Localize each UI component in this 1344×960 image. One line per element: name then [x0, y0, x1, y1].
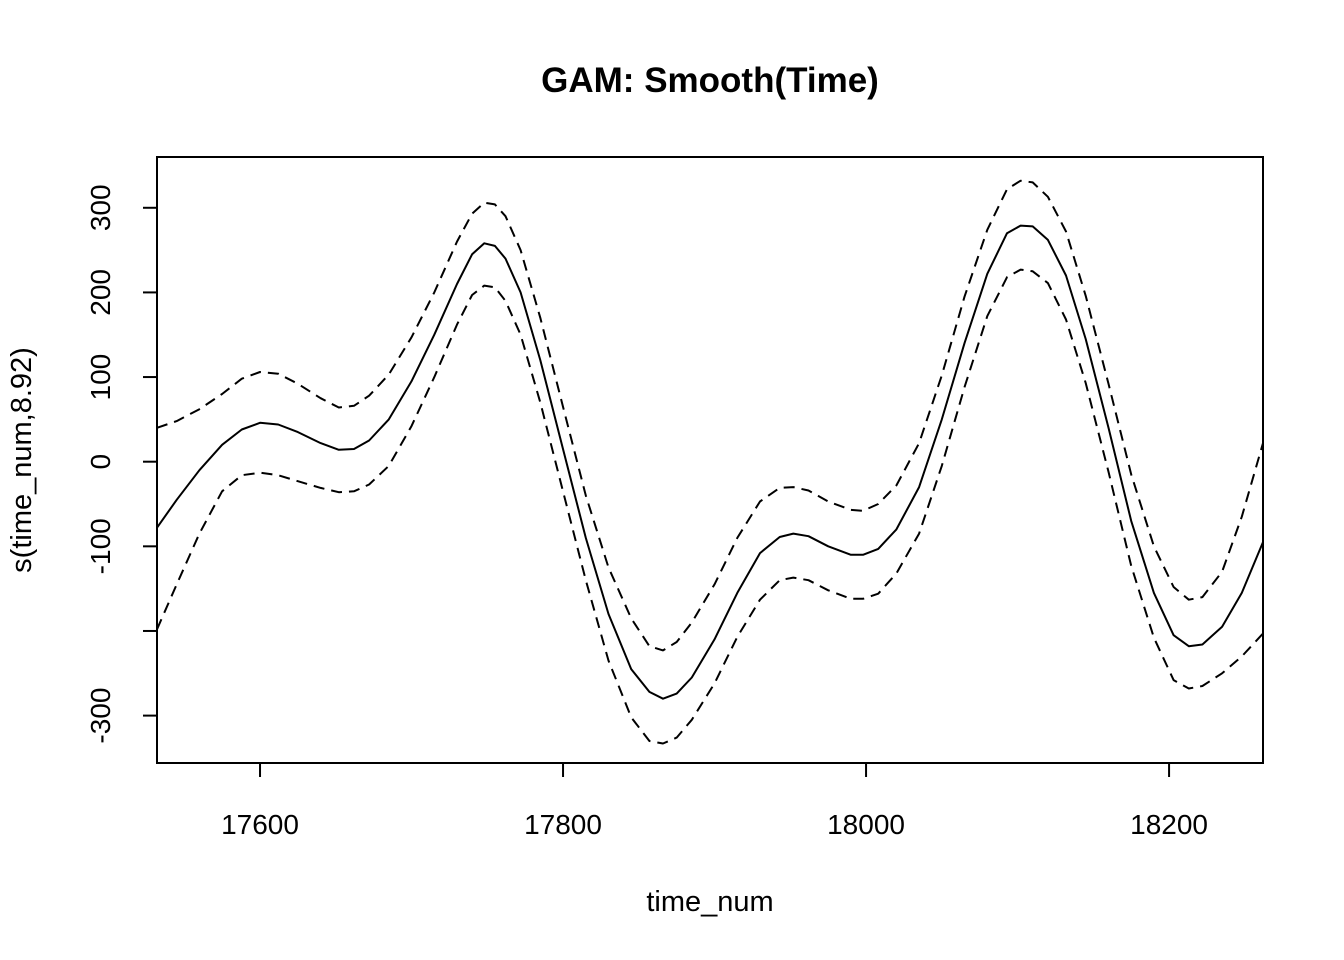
y-tick-label: 0	[85, 454, 116, 470]
series-layer	[156, 179, 1264, 745]
x-axis-label: time_num	[646, 886, 773, 918]
y-axis: -300 -100 0 100 200 300	[85, 184, 157, 744]
x-tick-label: 18000	[827, 809, 905, 840]
plot-frame	[156, 156, 1264, 764]
x-tick-label: 18200	[1130, 809, 1208, 840]
lower-confidence-line	[156, 268, 1264, 745]
x-tick-label: 17800	[524, 809, 602, 840]
x-axis: 17600 17800 18000 18200	[221, 763, 1208, 840]
y-axis-label: s(time_num,8.92)	[6, 347, 38, 573]
smooth-estimate-line	[156, 224, 1264, 700]
y-tick-label: 200	[85, 269, 116, 316]
upper-confidence-line	[156, 179, 1264, 652]
y-tick-label: 300	[85, 184, 116, 231]
y-tick-label: -300	[85, 688, 116, 744]
y-tick-label: 100	[85, 354, 116, 401]
x-tick-label: 17600	[221, 809, 299, 840]
chart-title: GAM: Smooth(Time)	[541, 61, 879, 100]
y-tick-label: -100	[85, 518, 116, 574]
